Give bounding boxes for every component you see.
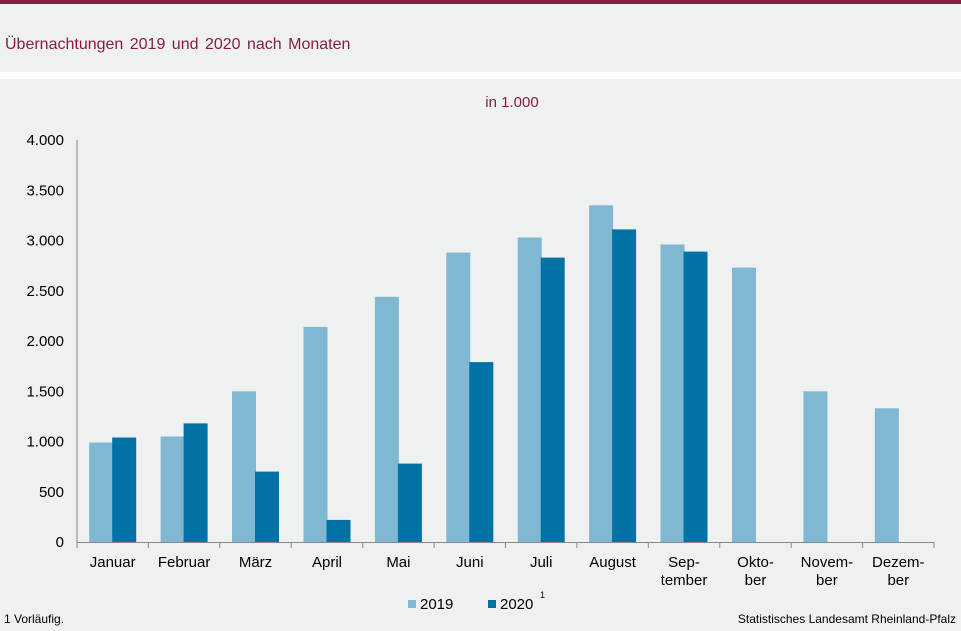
bar-2019-4 [374, 296, 399, 542]
x-tick-label: August [589, 554, 637, 571]
y-tick-label: 2.000 [26, 333, 64, 350]
bar-2019-3 [303, 326, 328, 542]
x-tick-label: Novem-ber [801, 554, 854, 589]
legend-swatch-2019 [408, 600, 416, 608]
x-tick-label: März [239, 554, 272, 571]
bar-2019-10 [803, 391, 828, 543]
x-tick-label: Februar [158, 554, 211, 571]
y-tick-label: 0 [56, 534, 64, 551]
x-tick-label: Okto-ber [737, 554, 774, 589]
x-tick-label: Januar [90, 554, 136, 571]
bar-2019-5 [446, 252, 471, 542]
legend-label-2020: 2020 [500, 596, 533, 613]
legend-superscript: 1 [540, 590, 545, 600]
y-tick-label: 2.500 [26, 283, 64, 300]
bar-2020-2 [255, 471, 279, 542]
bar-2019-6 [517, 237, 542, 542]
bar-2019-7 [589, 205, 614, 543]
y-tick-label: 1.500 [26, 383, 64, 400]
bar-2020-7 [612, 229, 637, 542]
y-tick-label: 4.000 [26, 132, 64, 149]
header: Übernachtungen 2019 und 2020 nach Monate… [0, 4, 961, 72]
x-tick-label: Juli [530, 554, 553, 571]
bar-2020-5 [469, 362, 494, 542]
top-accent-bar [0, 0, 961, 4]
x-tick-label: Juni [456, 554, 484, 571]
source-note: Statistisches Landesamt Rheinland-Pfalz [737, 612, 956, 626]
chart-title: Übernachtungen 2019 und 2020 nach Monate… [5, 36, 351, 53]
y-tick-label: 1.000 [26, 434, 64, 451]
x-tick-label: Sep-tember [661, 554, 708, 589]
x-tick-label: Dezem-ber [872, 554, 925, 589]
y-tick-label: 3.000 [26, 233, 64, 250]
bar-2019-11 [874, 408, 899, 542]
footnote: 1 Vorläufig. [4, 612, 65, 626]
bar-2020-6 [540, 257, 565, 542]
bar-2019-2 [232, 391, 256, 543]
legend-swatch-2020 [488, 600, 496, 608]
x-tick-label: April [312, 554, 342, 571]
bar-2019-8 [660, 244, 685, 542]
y-tick-label: 3.500 [26, 182, 64, 199]
legend-label-2019: 2019 [420, 596, 453, 613]
x-tick-label: Mai [386, 554, 410, 571]
bar-2020-4 [397, 463, 422, 542]
bar-2020-0 [112, 437, 137, 542]
chart-subtitle: in 1.000 [485, 94, 538, 111]
y-tick-label: 500 [39, 484, 64, 501]
bar-2020-3 [326, 519, 351, 542]
bar-2019-1 [160, 436, 185, 542]
bar-2020-1 [183, 423, 208, 542]
bar-2020-8 [683, 251, 708, 542]
bar-2019-9 [732, 267, 756, 542]
bar-2019-0 [89, 442, 114, 542]
